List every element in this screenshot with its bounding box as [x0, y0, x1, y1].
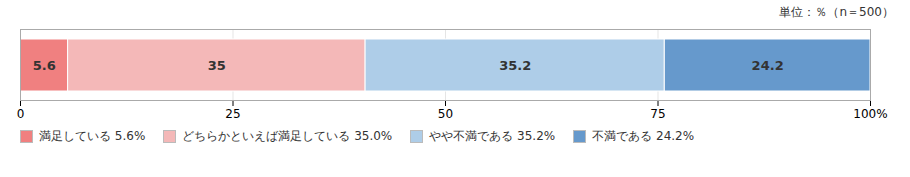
svg-text:35: 35: [208, 58, 226, 73]
svg-text:50: 50: [438, 107, 453, 121]
svg-text:0: 0: [17, 107, 25, 121]
svg-text:35.2: 35.2: [499, 58, 531, 73]
svg-text:25: 25: [225, 107, 240, 121]
svg-text:75: 75: [650, 107, 665, 121]
html-text:不満である 24.2%: 不満である 24.2%: [592, 129, 695, 143]
svg-text:100%: 100%: [853, 107, 887, 121]
svg-text:24.2: 24.2: [752, 58, 784, 73]
html-text:やや不満である 35.2%: やや不満である 35.2%: [429, 129, 556, 143]
html-text:満足している 5.6%: 満足している 5.6%: [39, 129, 146, 143]
svg-text:5.6: 5.6: [33, 58, 56, 73]
html-text:どちらかといえば満足している 35.0%: どちらかといえば満足している 35.0%: [182, 129, 393, 143]
html-text:単位：％（n＝500）: 単位：％（n＝500）: [779, 5, 894, 19]
